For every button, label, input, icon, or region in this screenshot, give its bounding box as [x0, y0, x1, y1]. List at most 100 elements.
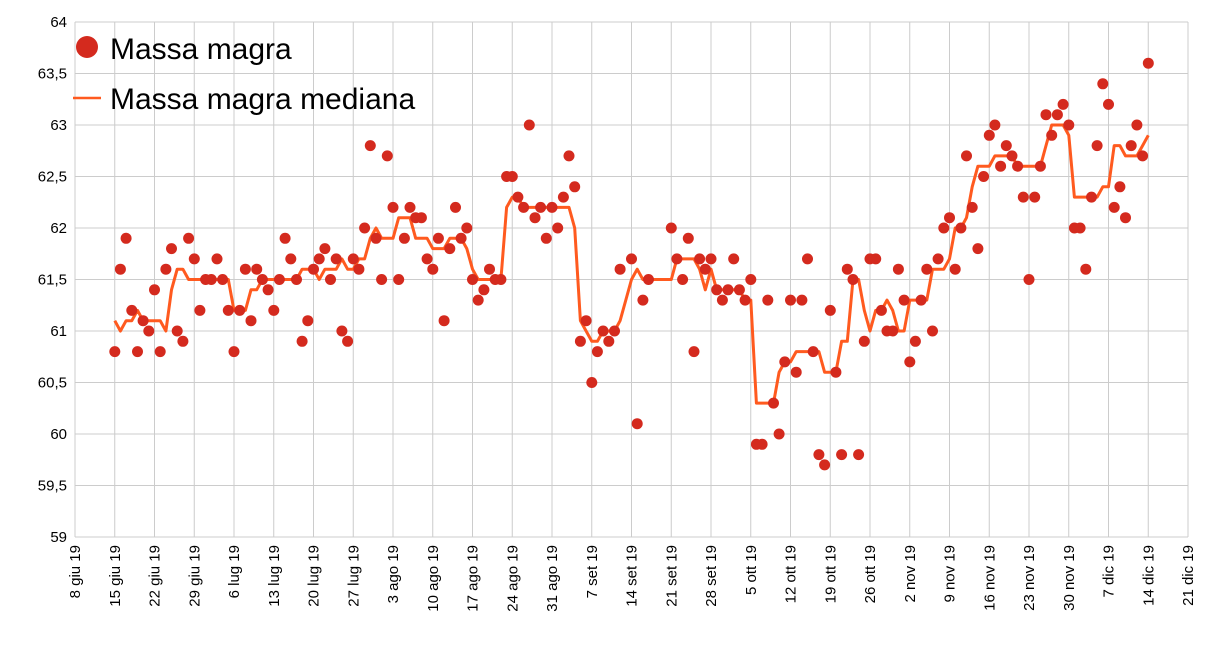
data-point: [336, 325, 348, 337]
data-point: [1114, 181, 1126, 193]
x-tick-label: 26 ott 19: [862, 545, 879, 603]
data-point: [404, 201, 416, 213]
data-point: [1023, 274, 1035, 285]
data-point: [518, 201, 530, 213]
data-point: [359, 222, 371, 234]
x-tick-label: 31 ago 19: [544, 545, 561, 612]
x-tick-label: 29 giu 19: [186, 545, 203, 607]
data-point: [779, 356, 791, 368]
data-point: [529, 212, 541, 224]
y-tick-label: 61: [50, 323, 67, 340]
data-point: [239, 263, 251, 275]
data-point: [836, 449, 848, 461]
x-tick-label: 17 ago 19: [465, 545, 482, 612]
data-point: [217, 274, 229, 285]
data-point: [591, 346, 603, 358]
x-tick-label: 28 set 19: [703, 545, 720, 607]
x-tick-label: 21 set 19: [663, 545, 680, 607]
data-point: [342, 335, 354, 347]
data-point: [705, 253, 717, 265]
data-point: [875, 304, 887, 316]
x-tick-label: 2 nov 19: [902, 545, 919, 603]
data-point: [302, 315, 314, 327]
data-point: [1034, 160, 1046, 172]
data-point: [961, 150, 972, 162]
data-point: [166, 243, 177, 255]
data-point: [626, 253, 637, 265]
data-point: [983, 129, 995, 141]
data-point: [552, 222, 564, 234]
data-point: [381, 150, 393, 162]
data-point: [813, 449, 825, 461]
x-tick-label: 8 giu 19: [67, 545, 84, 598]
data-point: [291, 274, 302, 285]
data-point: [563, 150, 575, 162]
data-point: [461, 222, 473, 234]
data-point: [586, 377, 598, 388]
x-tick-label: 20 lug 19: [306, 545, 323, 607]
data-point: [1131, 119, 1143, 131]
data-point: [904, 356, 916, 368]
data-point: [120, 232, 132, 244]
data-point: [631, 418, 643, 430]
data-point: [745, 274, 757, 285]
y-tick-label: 62,5: [38, 169, 67, 186]
data-point: [1108, 201, 1120, 213]
data-point: [171, 325, 183, 337]
x-tick-label: 16 nov 19: [981, 545, 998, 611]
data-point: [1103, 98, 1114, 110]
data-point: [205, 274, 217, 285]
data-point: [398, 232, 410, 244]
data-point: [268, 304, 280, 316]
data-point: [194, 304, 206, 316]
legend-label-massa-magra: Massa magra: [110, 33, 292, 66]
data-point: [393, 274, 405, 285]
data-point: [143, 325, 155, 337]
data-point: [995, 160, 1007, 172]
data-point: [1120, 212, 1131, 224]
data-point: [478, 284, 490, 296]
data-point: [438, 315, 450, 327]
data-point: [557, 191, 569, 203]
data-point: [467, 274, 478, 285]
y-axis-ticks: 59 59,5 60 60,5 61 61,5 62 62,5 63 63,5 64: [38, 14, 67, 546]
data-point: [330, 253, 342, 265]
data-point: [387, 201, 399, 213]
data-point: [364, 140, 376, 152]
x-tick-label: 9 nov 19: [942, 545, 959, 603]
data-point: [978, 171, 990, 182]
data-point: [546, 201, 558, 213]
data-point: [154, 346, 166, 358]
x-tick-label: 27 lug 19: [345, 545, 362, 607]
data-point: [1125, 140, 1137, 152]
data-point: [637, 294, 649, 306]
data-point: [325, 274, 336, 285]
data-point: [677, 274, 689, 285]
data-point: [802, 253, 813, 265]
data-point: [699, 263, 711, 275]
data-point: [853, 449, 865, 461]
data-point: [773, 428, 785, 440]
data-point: [671, 253, 683, 265]
data-point: [1086, 191, 1097, 203]
y-tick-label: 59: [50, 529, 67, 546]
data-point: [256, 274, 268, 285]
data-point: [898, 294, 910, 306]
data-point: [609, 325, 620, 337]
data-point: [682, 232, 694, 244]
data-point: [989, 119, 1001, 131]
data-point: [415, 212, 427, 224]
data-point: [739, 294, 751, 306]
data-point: [319, 243, 331, 255]
data-point: [484, 263, 495, 275]
data-point: [796, 294, 808, 306]
x-tick-label: 7 set 19: [584, 545, 601, 598]
data-point: [944, 212, 955, 224]
data-point: [1000, 140, 1012, 152]
data-point: [830, 366, 842, 378]
data-point: [807, 346, 819, 358]
data-point: [915, 294, 927, 306]
data-point: [688, 346, 700, 358]
data-point: [296, 335, 308, 347]
